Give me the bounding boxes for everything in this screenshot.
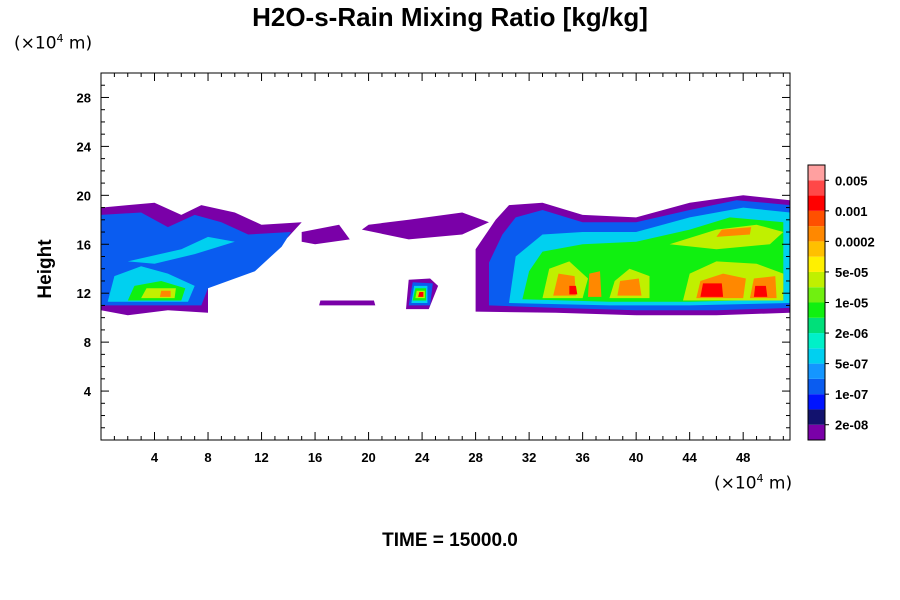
time-footer: TIME = 15000.0 <box>382 530 518 551</box>
colorbar-swatch <box>808 256 825 272</box>
contour-region-19 <box>669 224 784 250</box>
colorbar-swatch <box>808 226 825 242</box>
colorbar-swatch <box>808 394 825 410</box>
contour-region-27 <box>716 227 752 237</box>
contour-region-23 <box>588 271 602 297</box>
colorbar-swatch <box>808 317 825 334</box>
y-tick-label: 20 <box>77 188 91 203</box>
contour-region-2 <box>361 212 489 240</box>
colorbar-label: 1e-07 <box>835 387 868 402</box>
x-tick-label: 32 <box>522 450 536 465</box>
x-tick-label: 48 <box>736 450 750 465</box>
colorbar-swatch <box>808 180 825 196</box>
colorbar-label: 0.005 <box>835 173 868 188</box>
contour-region-10 <box>127 236 235 264</box>
contour-fill-group <box>101 195 790 316</box>
colorbar-label: 0.001 <box>835 204 868 219</box>
colorbar-swatch <box>808 271 825 288</box>
colorbar-label: 5e-05 <box>835 265 868 280</box>
colorbar-label: 1e-05 <box>835 296 868 311</box>
contour-region-32 <box>418 292 424 297</box>
x-tick-label: 16 <box>308 450 322 465</box>
x-tick-label: 36 <box>575 450 589 465</box>
x-tick-label: 24 <box>415 450 430 465</box>
y-tick-label: 16 <box>77 237 91 252</box>
x-tick-label: 20 <box>361 450 375 465</box>
y-tick-label: 4 <box>84 384 92 399</box>
colorbar-label: 5e-07 <box>835 357 868 372</box>
x-tick-label: 4 <box>151 450 159 465</box>
x-axis: 4 8 12 16 20 24 28 32 36 40 44 48 <box>113 73 784 465</box>
colorbar-swatch <box>808 287 825 303</box>
x-tick-label: 28 <box>468 450 482 465</box>
contour-region-1 <box>301 224 350 245</box>
x-axis-unit: (×104 m) <box>714 472 793 494</box>
x-tick-label: 44 <box>682 450 697 465</box>
x-tick-label: 8 <box>204 450 211 465</box>
contour-region-28 <box>159 290 171 297</box>
y-tick-label: 8 <box>84 335 91 350</box>
y-tick-label: 24 <box>77 139 92 154</box>
colorbar-swatch <box>808 165 825 181</box>
contour-region-5 <box>319 300 376 306</box>
colorbar-swatch <box>808 302 825 318</box>
contour-region-24 <box>617 278 642 296</box>
colorbar-swatch <box>808 424 825 440</box>
chart-title: H2O-s-Rain Mixing Ratio [kg/kg] <box>252 2 648 32</box>
colorbar-label: 2e-06 <box>835 326 868 341</box>
contour-region-31 <box>569 285 578 295</box>
x-tick-label: 12 <box>254 450 268 465</box>
colorbar-swatch <box>808 363 825 379</box>
contour-region-29 <box>700 283 724 297</box>
y-axis: 4 8 12 16 20 24 28 <box>77 84 790 429</box>
colorbar-swatch <box>808 333 825 349</box>
colorbar-swatch <box>808 378 825 395</box>
colorbar-label: 2e-08 <box>835 418 868 433</box>
colorbar-swatch <box>808 348 825 364</box>
y-tick-label: 12 <box>77 286 91 301</box>
colorbar-swatch <box>808 210 825 227</box>
x-tick-label: 40 <box>629 450 643 465</box>
y-tick-label: 28 <box>77 90 91 105</box>
contour-region-20 <box>141 288 176 299</box>
y-axis-unit: (×104 m) <box>14 32 93 54</box>
colorbar-swatch <box>808 409 825 425</box>
colorbar-legend: 2e-08 1e-07 5e-07 2e-06 1e-05 5e-05 0.0002 0.00… <box>807 164 875 441</box>
colorbar-swatch <box>808 195 825 211</box>
contour-region-30 <box>753 285 768 297</box>
colorbar-swatch <box>808 241 825 257</box>
colorbar-label: 0.0002 <box>835 234 875 249</box>
